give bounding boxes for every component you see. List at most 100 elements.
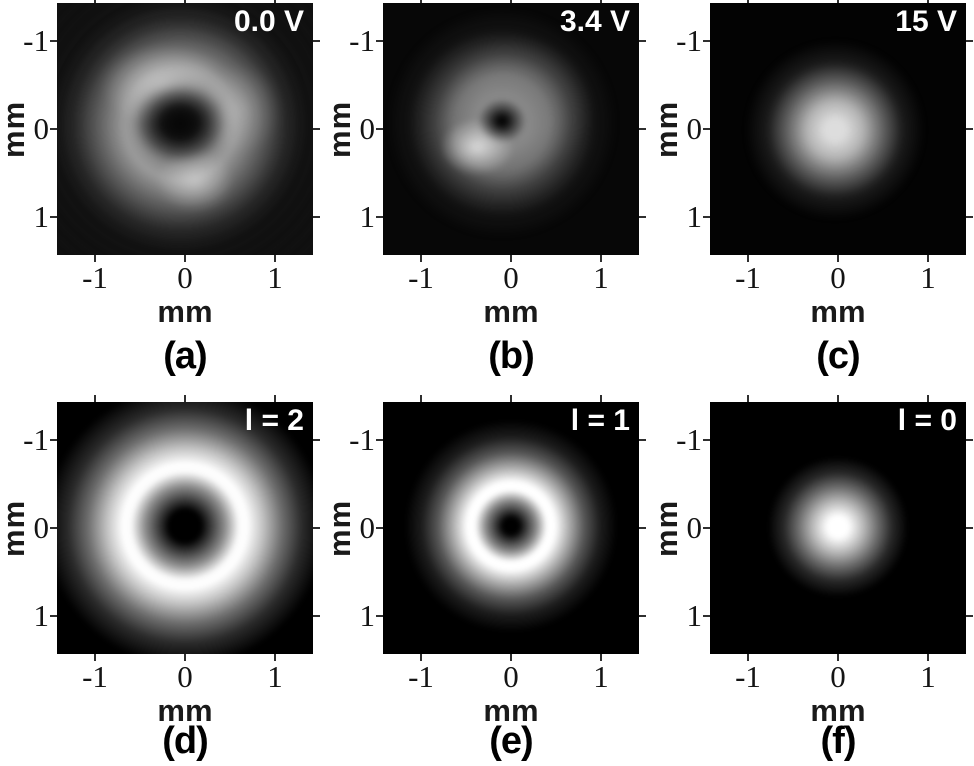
panel-letter: (b)	[488, 335, 535, 377]
voltage-annotation: 15 V	[895, 5, 957, 38]
panel-letter: (c)	[816, 335, 860, 377]
x-tick-label: 0	[830, 260, 846, 295]
tick-mark	[184, 395, 186, 402]
tick-mark	[94, 395, 96, 402]
tick-mark	[703, 216, 710, 218]
tick-mark	[376, 439, 383, 441]
tick-mark	[376, 615, 383, 617]
tick-mark	[639, 128, 646, 130]
tick-mark	[600, 654, 602, 661]
tick-mark	[313, 216, 320, 218]
tick-mark	[510, 0, 512, 3]
y-tick-label: 0	[33, 111, 50, 146]
tick-mark	[94, 654, 96, 661]
tick-mark	[50, 40, 57, 42]
tick-mark	[703, 40, 710, 42]
y-tick-label: -1	[349, 422, 375, 457]
mode-annotation: l = 2	[244, 404, 304, 437]
tick-mark	[50, 615, 57, 617]
panel-letter: (a)	[163, 335, 207, 377]
y-tick-label: 1	[33, 199, 50, 234]
tick-mark	[184, 654, 186, 661]
tick-mark	[313, 40, 320, 42]
x-tick-label: 1	[267, 260, 283, 295]
beam-intensity-map	[383, 402, 639, 654]
y-tick-label: 0	[686, 510, 703, 545]
y-tick-label: -1	[349, 23, 375, 58]
tick-mark	[510, 395, 512, 402]
tick-mark	[639, 439, 646, 441]
beam-image: l = 0	[710, 402, 966, 654]
tick-mark	[703, 128, 710, 130]
x-tick-label: 1	[593, 260, 609, 295]
y-tick-label: -1	[23, 23, 49, 58]
tick-mark	[510, 255, 512, 262]
tick-mark	[966, 128, 973, 130]
tick-mark	[50, 439, 57, 441]
x-tick-label: 1	[593, 659, 609, 694]
x-tick-label: 1	[920, 659, 936, 694]
tick-mark	[313, 439, 320, 441]
panel-letter: (f)	[820, 720, 857, 762]
x-tick-label: -1	[408, 659, 434, 694]
x-tick-label: -1	[735, 659, 761, 694]
x-tick-label: -1	[408, 260, 434, 295]
tick-mark	[376, 40, 383, 42]
x-axis-label: mm	[483, 693, 539, 728]
mode-annotation: l = 1	[570, 404, 630, 437]
tick-mark	[703, 439, 710, 441]
x-tick-label: -1	[735, 260, 761, 295]
beam-intensity-map	[383, 3, 639, 255]
panel-b: mm -1 0 1 3.4 V -1 0 1 mm (b)	[322, 0, 646, 377]
tick-mark	[313, 128, 320, 130]
tick-mark	[747, 0, 749, 3]
y-tick-label: 1	[359, 598, 376, 633]
tick-mark	[510, 654, 512, 661]
tick-mark	[600, 255, 602, 262]
tick-mark	[639, 527, 646, 529]
y-tick-label: 0	[686, 111, 703, 146]
x-tick-label: 0	[177, 260, 193, 295]
x-axis-label: mm	[810, 693, 866, 728]
tick-mark	[274, 255, 276, 262]
tick-mark	[420, 0, 422, 3]
beam-image: l = 1	[383, 402, 639, 654]
panel-d: mm -1 0 1 l = 2 -1 0 1 mm (d)	[0, 395, 320, 762]
tick-mark	[966, 216, 973, 218]
tick-mark	[927, 0, 929, 3]
tick-mark	[639, 40, 646, 42]
voltage-annotation: 3.4 V	[559, 5, 630, 38]
x-tick-label: -1	[82, 659, 108, 694]
x-tick-label: 0	[830, 659, 846, 694]
beam-image: 15 V	[710, 3, 966, 255]
x-tick-label: 0	[177, 659, 193, 694]
y-tick-label: -1	[676, 422, 702, 457]
tick-mark	[50, 128, 57, 130]
beam-intensity-map	[710, 402, 966, 654]
x-tick-label: 0	[503, 659, 519, 694]
tick-mark	[600, 395, 602, 402]
tick-mark	[837, 654, 839, 661]
tick-mark	[420, 654, 422, 661]
y-tick-label: -1	[676, 23, 702, 58]
y-tick-label: 0	[359, 510, 376, 545]
tick-mark	[747, 255, 749, 262]
panel-a: mm -1 0 1 0.0 V -1 0 1 mm (a)	[0, 0, 320, 377]
tick-mark	[50, 216, 57, 218]
y-tick-label: 0	[33, 510, 50, 545]
tick-mark	[927, 395, 929, 402]
y-tick-label: 1	[686, 598, 703, 633]
x-tick-label: 1	[267, 659, 283, 694]
tick-mark	[274, 0, 276, 3]
mode-annotation: l = 0	[897, 404, 957, 437]
tick-mark	[94, 0, 96, 3]
x-axis-label: mm	[483, 294, 539, 329]
panel-letter: (d)	[162, 720, 209, 762]
tick-mark	[313, 527, 320, 529]
beam-intensity-map	[57, 3, 313, 255]
tick-mark	[703, 615, 710, 617]
tick-mark	[966, 615, 973, 617]
tick-mark	[837, 0, 839, 3]
tick-mark	[274, 395, 276, 402]
